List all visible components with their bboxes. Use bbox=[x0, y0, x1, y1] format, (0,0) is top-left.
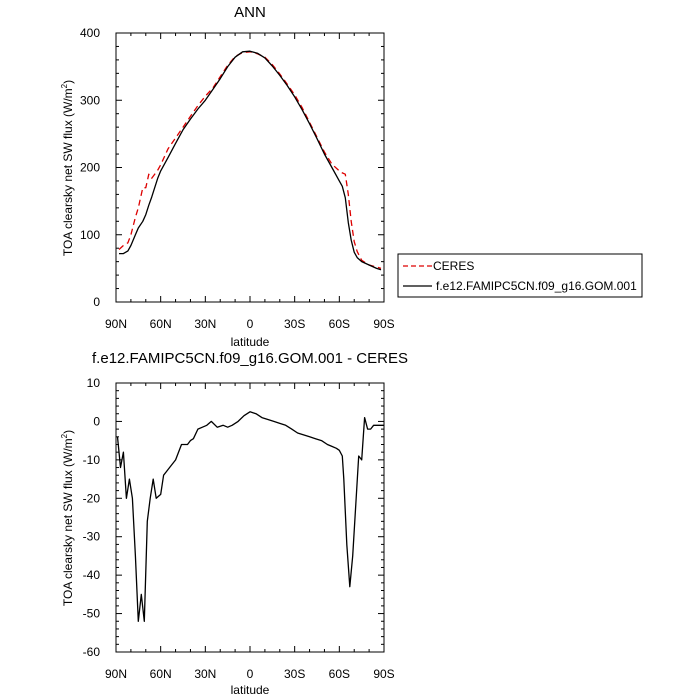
legend: CERES f.e12.FAMIPC5CN.f09_g16.GOM.001 bbox=[397, 253, 643, 298]
bottom-y-axis-label: TOA clearsky net SW flux (W/m2) bbox=[60, 430, 75, 606]
bottom-y-tick-label: -30 bbox=[83, 530, 101, 544]
top-y-tick-label: 100 bbox=[80, 228, 100, 242]
bottom-y-tick-label: -40 bbox=[83, 568, 101, 582]
legend-label-model: f.e12.FAMIPC5CN.f09_g16.GOM.001 bbox=[436, 279, 637, 293]
bottom-y-tick-label: -10 bbox=[83, 453, 101, 467]
bottom-y-axis-label-sup: 2 bbox=[60, 433, 69, 438]
top-y-tick-label: 0 bbox=[93, 295, 100, 309]
top-y-axis-label-text: TOA clearsky net SW flux (W/m bbox=[61, 88, 75, 256]
top-x-tick-label: 30N bbox=[194, 317, 216, 331]
top-chart-panel: ANN 90N 60N 30N 0 30S 60S 90S 0 100 200 300 400 lat… bbox=[60, 4, 395, 349]
top-chart-title: ANN bbox=[234, 4, 266, 21]
top-y-axis-label-sup: 2 bbox=[60, 83, 69, 88]
bottom-plot-frame bbox=[115, 382, 385, 653]
legend-box bbox=[397, 253, 643, 298]
top-x-axis-label: latitude bbox=[231, 335, 270, 349]
bottom-series-line-difference bbox=[116, 411, 384, 622]
top-x-tick-label: 0 bbox=[247, 317, 254, 331]
bottom-x-tick-label: 60N bbox=[150, 667, 172, 681]
bottom-x-axis-label: latitude bbox=[231, 683, 270, 697]
bottom-x-tick-label: 30S bbox=[284, 667, 305, 681]
bottom-y-tick-label: 10 bbox=[87, 376, 101, 390]
bottom-y-tick-label: -60 bbox=[83, 645, 101, 659]
top-y-tick-label: 200 bbox=[80, 161, 100, 175]
top-x-tick-label: 90N bbox=[105, 317, 127, 331]
bottom-y-tick-label: -20 bbox=[83, 491, 101, 505]
top-x-tick-label: 60S bbox=[329, 317, 350, 331]
top-y-axis-label: TOA clearsky net SW flux (W/m2) bbox=[60, 80, 75, 256]
bottom-chart-panel: f.e12.FAMIPC5CN.f09_g16.GOM.001 - CERES … bbox=[60, 350, 408, 697]
bottom-x-tick-label: 90N bbox=[105, 667, 127, 681]
bottom-y-axis-label-text: TOA clearsky net SW flux (W/m bbox=[61, 438, 75, 606]
top-series-line-ceres bbox=[118, 51, 382, 270]
bottom-x-tick-label: 60S bbox=[329, 667, 350, 681]
top-y-tick-label: 300 bbox=[80, 93, 100, 107]
top-series-line-f-e12-famipc5cn-f09-g16-gom-001 bbox=[119, 50, 382, 271]
bottom-x-tick-label: 0 bbox=[247, 667, 254, 681]
top-x-tick-label: 90S bbox=[373, 317, 394, 331]
top-x-tick-label: 60N bbox=[150, 317, 172, 331]
bottom-y-tick-label: 0 bbox=[93, 414, 100, 428]
bottom-x-tick-label: 30N bbox=[194, 667, 216, 681]
top-y-axis-label-end: ) bbox=[61, 80, 75, 84]
bottom-x-tick-label: 90S bbox=[373, 667, 394, 681]
legend-label-ceres: CERES bbox=[433, 259, 474, 273]
bottom-y-axis-label-end: ) bbox=[61, 430, 75, 434]
top-x-tick-label: 30S bbox=[284, 317, 305, 331]
top-y-tick-label: 400 bbox=[80, 26, 100, 40]
bottom-y-tick-label: -50 bbox=[83, 607, 101, 621]
top-plot-frame bbox=[115, 32, 385, 303]
bottom-chart-title: f.e12.FAMIPC5CN.f09_g16.GOM.001 - CERES bbox=[92, 350, 408, 367]
